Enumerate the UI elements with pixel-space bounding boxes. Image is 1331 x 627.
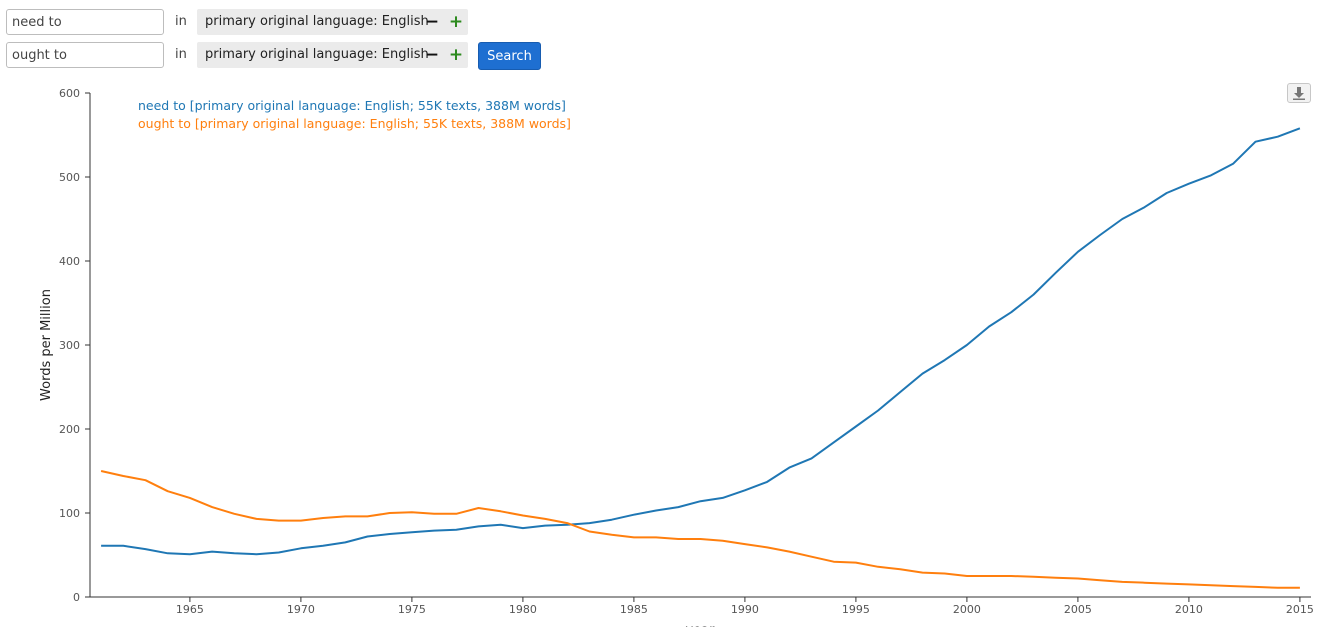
y-tick-label: 600 xyxy=(59,87,80,100)
x-tick-label: 1970 xyxy=(287,603,315,616)
x-tick-label: 2015 xyxy=(1286,603,1314,616)
series-line-1 xyxy=(101,127,1301,556)
language-filter-label-1: primary original language: English xyxy=(205,14,429,29)
y-tick-label: 500 xyxy=(59,171,80,184)
x-tick-label: 2000 xyxy=(953,603,981,616)
x-tick-label: 1980 xyxy=(509,603,537,616)
term-input-1[interactable] xyxy=(6,9,164,35)
language-filter-label-2: primary original language: English xyxy=(205,47,429,62)
y-axis-label: Words per Million xyxy=(39,289,54,401)
legend-entry-1: need to [primary original language: Engl… xyxy=(138,98,566,113)
x-tick-label: 2010 xyxy=(1175,603,1203,616)
add-filter-button-2[interactable]: + xyxy=(448,45,464,65)
x-tick-label: 1995 xyxy=(842,603,870,616)
download-icon xyxy=(1293,87,1305,100)
legend-entry-2: ought to [primary original language: Eng… xyxy=(138,116,571,131)
term-input-2[interactable] xyxy=(6,42,164,68)
search-button[interactable]: Search xyxy=(478,42,541,70)
x-tick-label: 1985 xyxy=(620,603,648,616)
language-filter-2[interactable]: primary original language: English − + xyxy=(197,42,468,68)
x-tick-label: 1975 xyxy=(398,603,426,616)
y-tick-label: 300 xyxy=(59,339,80,352)
language-filter-1[interactable]: primary original language: English − + xyxy=(197,9,468,35)
x-tick-label: 1965 xyxy=(176,603,204,616)
y-tick-label: 400 xyxy=(59,255,80,268)
in-label-2: in xyxy=(175,47,187,62)
x-tick-label: 2005 xyxy=(1064,603,1092,616)
remove-filter-button-2[interactable]: − xyxy=(424,45,440,65)
x-tick-label: 1990 xyxy=(731,603,759,616)
remove-filter-button-1[interactable]: − xyxy=(424,12,440,32)
y-tick-label: 200 xyxy=(59,423,80,436)
y-tick-label: 100 xyxy=(59,507,80,520)
add-filter-button-1[interactable]: + xyxy=(448,12,464,32)
series-line-2 xyxy=(100,470,1300,589)
in-label-1: in xyxy=(175,14,187,29)
x-axis-label: year xyxy=(685,623,715,627)
download-button[interactable] xyxy=(1287,83,1311,103)
y-tick-label: 0 xyxy=(73,591,80,604)
